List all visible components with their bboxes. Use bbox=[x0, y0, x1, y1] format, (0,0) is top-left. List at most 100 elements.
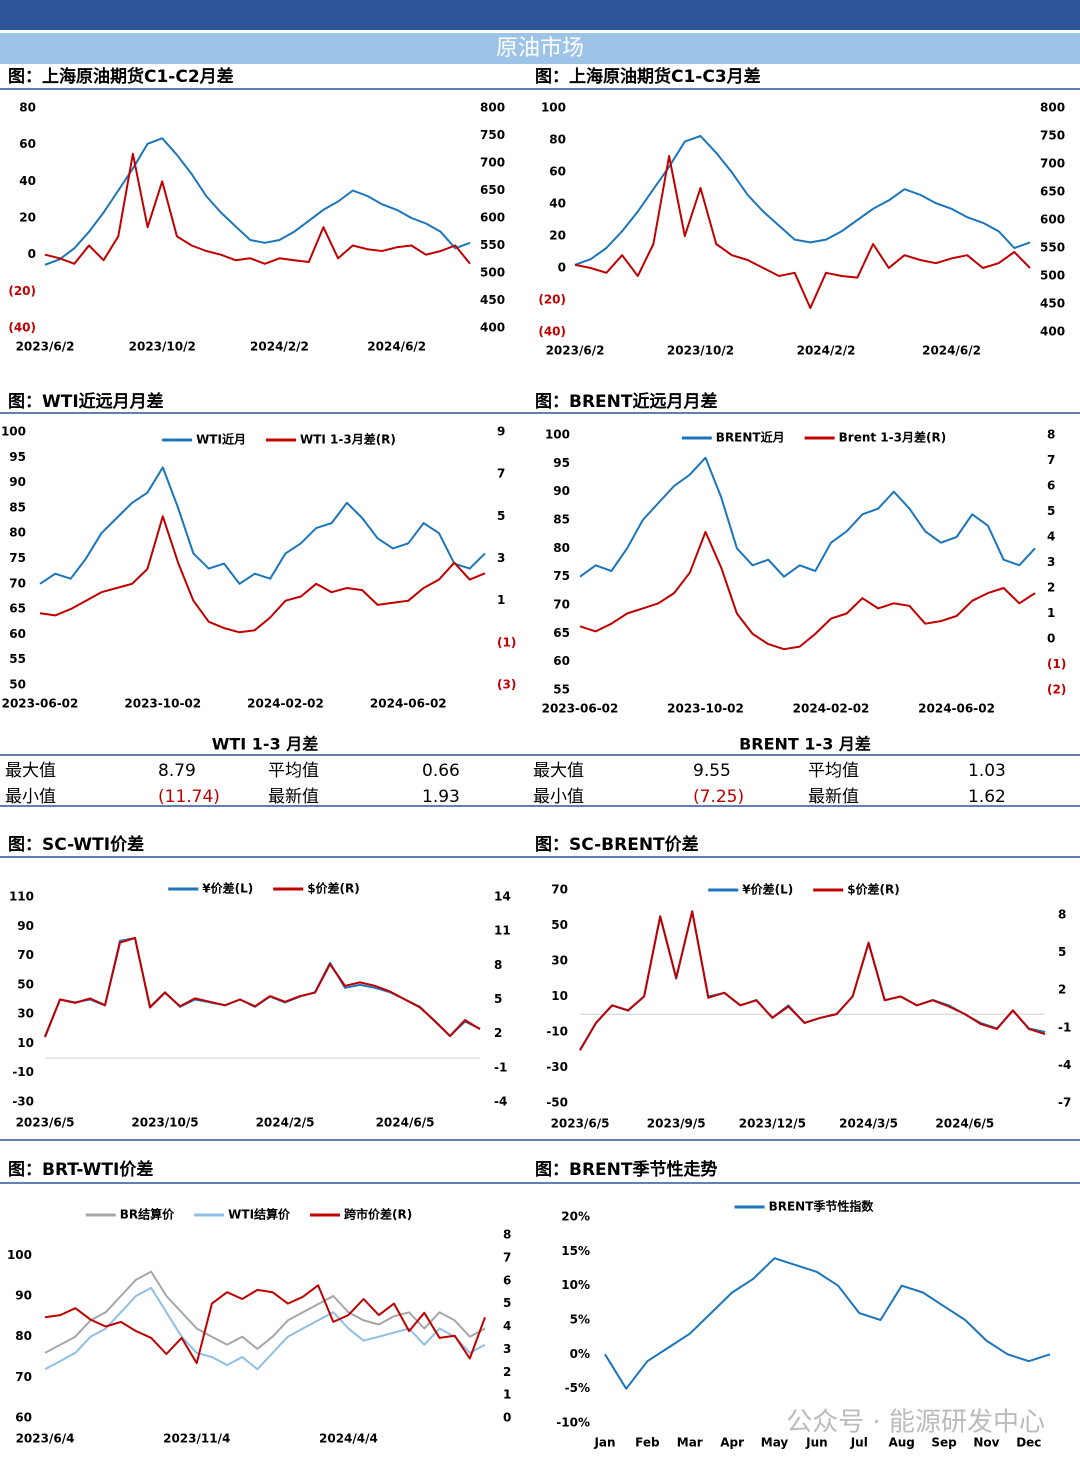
y-tick-label: 0 bbox=[558, 261, 566, 275]
series-line bbox=[574, 135, 1031, 266]
y-tick-label: 80 bbox=[15, 1329, 32, 1343]
y-tick-label: 650 bbox=[1040, 185, 1065, 199]
x-tick-label: Sep bbox=[931, 1436, 957, 1450]
legend-label: BRENT近月 bbox=[716, 430, 785, 445]
x-tick-label: May bbox=[761, 1436, 789, 1450]
y-tick-label: 10 bbox=[551, 989, 568, 1003]
x-tick-label: 2024/2/5 bbox=[256, 1116, 315, 1130]
y-tick-label: 550 bbox=[1040, 241, 1065, 255]
y-tick-label: 55 bbox=[9, 652, 26, 666]
x-tick-label: 2024-06-02 bbox=[370, 697, 447, 711]
y-tick-label: 11 bbox=[494, 924, 511, 938]
x-tick-label: Apr bbox=[720, 1436, 744, 1450]
chart-title: 图：上海原油期货C1-C3月差 bbox=[535, 66, 761, 87]
y-tick-label: 70 bbox=[551, 883, 568, 897]
y-tick-label: -50 bbox=[546, 1096, 568, 1110]
y-tick-label: 0 bbox=[28, 247, 36, 261]
stats-cell: 1.93 bbox=[422, 787, 460, 807]
x-tick-label: 2024/2/2 bbox=[250, 340, 309, 354]
y-tick-label: 60 bbox=[19, 137, 36, 151]
legend-label: Brent 1-3月差(R) bbox=[839, 430, 947, 445]
legend-label: WTI 1-3月差(R) bbox=[300, 432, 396, 447]
series-line bbox=[39, 515, 486, 634]
y-tick-label: -5% bbox=[565, 1381, 590, 1395]
y-tick-label: 55 bbox=[553, 683, 570, 697]
x-tick-label: Aug bbox=[888, 1436, 914, 1450]
y-tick-label: -4 bbox=[1058, 1058, 1071, 1072]
y-tick-label: 80 bbox=[9, 526, 26, 540]
y-tick-label: (3) bbox=[497, 678, 516, 692]
y-tick-label: 100 bbox=[1, 425, 26, 439]
stats-cell: 最大值 bbox=[5, 761, 56, 781]
series-line bbox=[579, 456, 1036, 578]
y-tick-label: 75 bbox=[553, 569, 570, 583]
y-tick-label: 20% bbox=[561, 1210, 590, 1224]
y-tick-label: 3 bbox=[1047, 555, 1055, 569]
series-line bbox=[44, 152, 471, 265]
chart-title: 图：BRENT近远月月差 bbox=[535, 391, 717, 412]
y-tick-label: 2 bbox=[494, 1026, 502, 1040]
x-tick-label: 2023/6/4 bbox=[16, 1432, 75, 1446]
y-tick-label: 450 bbox=[480, 293, 505, 307]
y-tick-label: 65 bbox=[553, 626, 570, 640]
series-line bbox=[604, 1257, 1051, 1390]
y-tick-label: 90 bbox=[17, 919, 34, 933]
y-tick-label: 3 bbox=[503, 1342, 511, 1356]
chart-title: 图：SC-WTI价差 bbox=[8, 834, 144, 855]
y-tick-label: 40 bbox=[549, 197, 566, 211]
series-line bbox=[44, 937, 481, 1038]
y-tick-label: 700 bbox=[480, 156, 505, 170]
y-tick-label: 30 bbox=[17, 1007, 34, 1021]
y-tick-label: 5 bbox=[1058, 945, 1066, 959]
x-tick-label: 2023/6/5 bbox=[551, 1117, 610, 1131]
y-tick-label: 6 bbox=[1047, 479, 1055, 493]
y-tick-label: 80 bbox=[553, 541, 570, 555]
y-tick-label: -10 bbox=[546, 1025, 568, 1039]
y-tick-label: 5 bbox=[497, 509, 505, 523]
x-tick-label: 2023/10/2 bbox=[667, 344, 734, 358]
y-tick-label: (2) bbox=[1047, 683, 1066, 697]
y-tick-label: 65 bbox=[9, 602, 26, 616]
stats-cell: 平均值 bbox=[808, 761, 859, 781]
x-tick-label: 2023-06-02 bbox=[2, 697, 79, 711]
stats-cell: 最小值 bbox=[5, 787, 56, 807]
x-tick-label: Jan bbox=[593, 1436, 615, 1450]
section-title: 原油市场 bbox=[496, 36, 584, 61]
stats-cell: (7.25) bbox=[693, 787, 744, 807]
y-tick-label: 5 bbox=[1047, 504, 1055, 518]
x-tick-label: Jul bbox=[850, 1436, 868, 1450]
stats-cell: 最新值 bbox=[808, 787, 859, 807]
y-tick-label: 8 bbox=[1047, 428, 1055, 442]
y-tick-label: -30 bbox=[12, 1095, 34, 1109]
legend-label: $价差(R) bbox=[307, 881, 360, 896]
y-tick-label: 400 bbox=[480, 321, 505, 335]
series-line bbox=[44, 1270, 486, 1354]
legend-label: BR结算价 bbox=[120, 1207, 175, 1222]
y-tick-label: (1) bbox=[497, 635, 516, 649]
y-tick-label: (20) bbox=[538, 293, 566, 307]
x-tick-label: 2023-10-02 bbox=[124, 697, 201, 711]
y-tick-label: 800 bbox=[480, 101, 505, 115]
x-tick-label: 2023/10/2 bbox=[129, 340, 196, 354]
x-tick-label: 2024/6/2 bbox=[922, 344, 981, 358]
stats-title: WTI 1-3 月差 bbox=[212, 735, 319, 754]
y-tick-label: 50 bbox=[551, 918, 568, 932]
x-tick-label: 2023/11/4 bbox=[163, 1432, 230, 1446]
y-tick-label: 90 bbox=[9, 475, 26, 489]
y-tick-label: -4 bbox=[494, 1095, 507, 1109]
y-tick-label: 5 bbox=[494, 992, 502, 1006]
series-line bbox=[579, 910, 1046, 1051]
x-tick-label: 2023/10/5 bbox=[131, 1116, 198, 1130]
y-tick-label: 8 bbox=[1058, 908, 1066, 922]
y-tick-label: 2 bbox=[1047, 581, 1055, 595]
y-tick-label: 600 bbox=[1040, 213, 1065, 227]
x-tick-label: 2024-02-02 bbox=[793, 702, 870, 716]
x-tick-label: 2023/6/2 bbox=[546, 344, 605, 358]
y-tick-label: 650 bbox=[480, 183, 505, 197]
legend-label: 跨市价差(R) bbox=[344, 1207, 412, 1222]
y-tick-label: 0 bbox=[503, 1411, 511, 1425]
y-tick-label: 2 bbox=[503, 1365, 511, 1379]
y-tick-label: 50 bbox=[17, 977, 34, 991]
series-line bbox=[44, 1284, 486, 1365]
